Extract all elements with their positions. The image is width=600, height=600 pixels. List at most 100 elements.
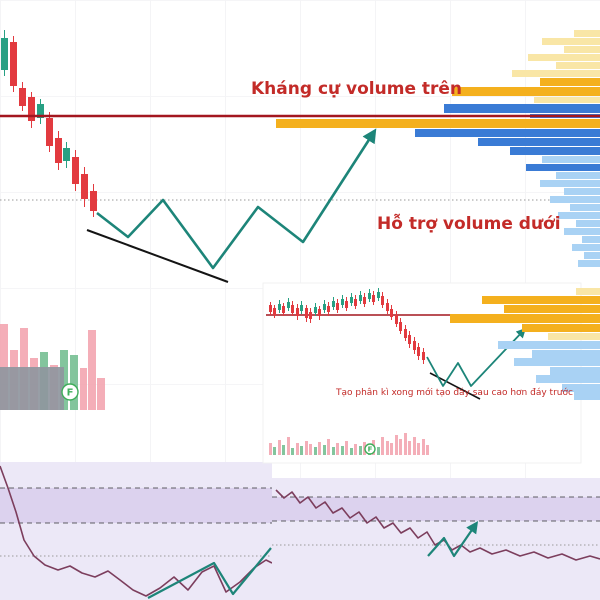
candle-body (354, 299, 357, 306)
volume-profile-row (550, 367, 600, 375)
candle-body (305, 308, 308, 318)
candle-body (381, 296, 384, 305)
left-volume-panel: F (0, 324, 105, 410)
candle-body (269, 305, 272, 312)
inset-volume-bar (323, 445, 326, 455)
inset-volume-bar (269, 443, 272, 455)
indicator-line (275, 489, 600, 561)
teal-zigzag (147, 547, 272, 599)
volume-bar (70, 355, 78, 410)
inset-volume-bar (305, 441, 308, 455)
candle-body (309, 312, 312, 319)
indicator-panel-bg (272, 478, 600, 600)
candle-body (28, 97, 35, 121)
candle-body (345, 301, 348, 308)
volume-profile-row (556, 172, 600, 179)
candle-body (10, 42, 17, 86)
inset-note-annotation: Tạo phân kì xong mới tạo đáy sau cao hơn… (336, 388, 573, 398)
inset-volume-bar (408, 441, 411, 455)
volume-profile-row (452, 87, 600, 96)
main-chart (0, 30, 600, 400)
volume-bar (97, 378, 105, 410)
inset-volume-bar (404, 433, 407, 455)
volume-profile-row (528, 54, 600, 61)
candle-body (386, 303, 389, 311)
volume-profile-row (450, 314, 600, 323)
candle-body (46, 118, 53, 146)
volume-bar (80, 368, 87, 410)
candle-body (395, 315, 398, 324)
candle-body (363, 297, 366, 304)
teal-zigzag (427, 521, 479, 558)
candle-body (287, 302, 290, 308)
inset-volume-bar (273, 447, 276, 455)
inset-volume-bar (413, 437, 416, 455)
bottom-left-indicator (0, 462, 273, 600)
event-marker-circle (364, 443, 376, 455)
candle-body (81, 174, 88, 199)
volume-profile-row (576, 220, 600, 227)
candle-body (55, 138, 62, 163)
main-zigzag (96, 128, 377, 270)
event-marker-label: F (67, 388, 74, 399)
volume-profile-row (504, 305, 600, 313)
candle-body (37, 104, 44, 118)
volume-profile-row (532, 350, 600, 358)
event-marker-circle (61, 383, 79, 401)
inset-volume-bar (287, 437, 290, 455)
volume-profile-row (562, 384, 600, 392)
volume-profile-row (514, 358, 600, 366)
candle-body (413, 341, 416, 350)
candle-body (90, 191, 97, 211)
inset-volume-bar (350, 448, 353, 455)
candle-body (336, 303, 339, 310)
volume-profile-row (574, 30, 600, 37)
candle-body (368, 293, 371, 299)
inset-volume-bar (327, 439, 330, 455)
inset-zigzag (426, 327, 527, 387)
main-trendline (86, 229, 229, 283)
candle-body (327, 306, 330, 312)
volume-profile-row (276, 119, 600, 128)
candle-body (332, 301, 335, 307)
inset-volume-bar (336, 443, 339, 455)
inset-volume-bar (291, 448, 294, 455)
volume-profile-row (444, 104, 600, 113)
candle-body (1, 38, 8, 70)
inset-volume-bar (381, 437, 384, 455)
inset-volume-bar (309, 444, 312, 455)
volume-profile-row (522, 324, 600, 332)
candle-body (390, 309, 393, 317)
volume-profile-row (548, 333, 600, 340)
volume-profile-row (482, 296, 600, 304)
volume-profile-row (534, 97, 600, 103)
indicator-band (272, 497, 600, 521)
volume-profile-row (498, 341, 600, 349)
volume-profile-row (584, 252, 600, 259)
inset-volume-bar (300, 446, 303, 455)
volume-profile-row (540, 180, 600, 187)
candle-body (318, 309, 321, 316)
gray-overlay (0, 367, 64, 410)
indicator-line (0, 465, 273, 597)
candle-body (341, 299, 344, 305)
inset-volume-bar (354, 444, 357, 455)
volume-profile-row (576, 288, 600, 295)
candle-body (273, 308, 276, 315)
candle-body (350, 297, 353, 303)
candle-body (372, 295, 375, 302)
candle-body (404, 329, 407, 338)
volume-profile-row (564, 46, 600, 53)
candle-body (291, 305, 294, 313)
volume-profile-row (558, 212, 600, 219)
candle-body (282, 306, 285, 313)
volume-profile-row (542, 38, 600, 45)
candle-body (399, 322, 402, 331)
inset-volume-bar (345, 441, 348, 455)
inset-volume-bar (426, 445, 429, 455)
volume-bar (88, 330, 96, 410)
volume-profile-row (574, 392, 600, 400)
volume-profile-row (550, 196, 600, 203)
